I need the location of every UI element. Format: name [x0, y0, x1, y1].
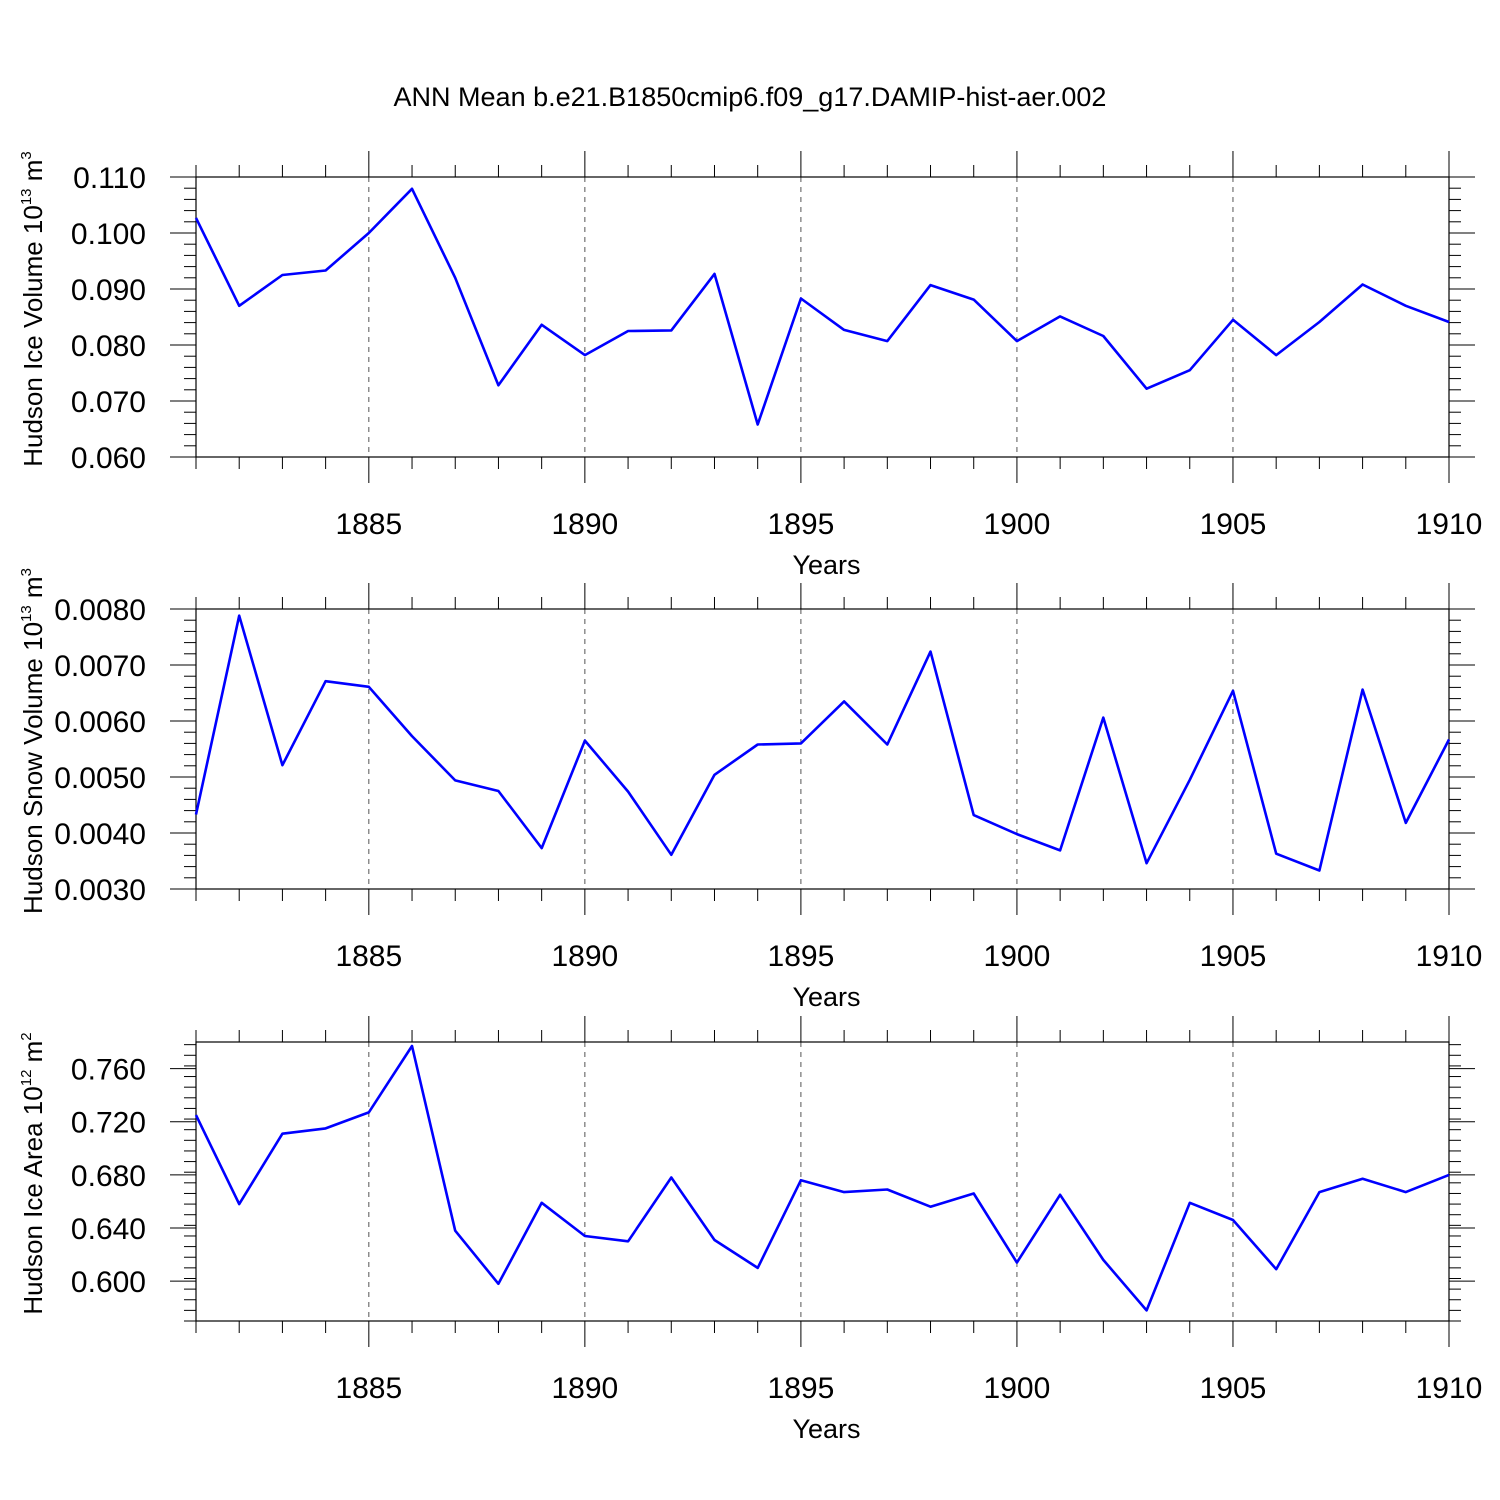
x-tick-label: 1895	[768, 1372, 835, 1405]
y-tick-label: 0.760	[71, 1054, 146, 1087]
x-tick-label: 1905	[1200, 940, 1267, 973]
y-tick-label: 0.640	[71, 1213, 146, 1246]
y-tick-label: 0.0030	[54, 874, 146, 907]
x-tick-label: 1910	[1416, 508, 1483, 541]
plot-frame	[195, 176, 1450, 458]
y-tick-label: 0.0070	[54, 650, 146, 683]
x-tick-label: 1895	[768, 940, 835, 973]
x-tick-label: 1890	[551, 508, 618, 541]
x-tick-label: 1890	[551, 1372, 618, 1405]
y-axis-label: Hudson Ice Area 1012 m2	[18, 1032, 48, 1314]
x-axis-label: Years	[792, 982, 860, 1012]
x-tick-label: 1895	[768, 508, 835, 541]
series-line	[194, 1044, 1450, 1312]
x-tick-label: 1900	[984, 1372, 1051, 1405]
panel-1: 1885 1890 1895 1900 1905 1910 0.060 0.070 0.080 0…	[18, 151, 1482, 580]
chart-title: ANN Mean b.e21.B1850cmip6.f09_g17.DAMIP-…	[394, 82, 1107, 112]
x-tick-label: 1910	[1416, 940, 1483, 973]
x-tick-label: 1905	[1200, 1372, 1267, 1405]
panel-3: 1885 1890 1895 1900 1905 1910 0.600 0.640 0.680 0…	[18, 1016, 1482, 1444]
x-tick-label: 1905	[1200, 508, 1267, 541]
y-axis-label: Hudson Ice Volume 1013 m3	[18, 151, 48, 467]
y-axis-label: Hudson Snow Volume 1013 m3	[18, 568, 48, 914]
y-tick-label: 0.720	[71, 1107, 146, 1140]
y-tick-label: 0.070	[71, 386, 146, 419]
x-axis-label: Years	[792, 1414, 860, 1444]
x-tick-label: 1910	[1416, 1372, 1483, 1405]
y-tick-label: 0.680	[71, 1160, 146, 1193]
series-line	[194, 187, 1450, 426]
series-line	[194, 614, 1451, 872]
x-tick-label: 1885	[335, 1372, 402, 1405]
x-tick-label: 1885	[335, 940, 402, 973]
panel-2: 1885 1890 1895 1900 1905 1910 0.0030 0.0040 0.00…	[18, 568, 1482, 1012]
x-tick-label: 1885	[335, 508, 402, 541]
plot-frame	[195, 1041, 1450, 1322]
panels: 1885 1890 1895 1900 1905 1910 0.060 0.070 0.080 0…	[18, 151, 1482, 1444]
y-tick-label: 0.0050	[54, 762, 146, 795]
y-tick-label: 0.100	[71, 218, 146, 251]
x-tick-label: 1890	[551, 940, 618, 973]
y-tick-label: 0.0040	[54, 818, 146, 851]
y-tick-label: 0.600	[71, 1266, 146, 1299]
y-tick-label: 0.060	[71, 442, 146, 475]
y-tick-label: 0.0060	[54, 706, 146, 739]
plot-frame	[195, 608, 1450, 890]
y-tick-label: 0.110	[73, 162, 146, 195]
x-axis-label: Years	[792, 550, 860, 580]
x-tick-label: 1900	[984, 508, 1051, 541]
y-tick-label: 0.080	[71, 330, 146, 363]
x-tick-label: 1900	[984, 940, 1051, 973]
y-tick-label: 0.0080	[54, 594, 146, 627]
y-tick-label: 0.090	[71, 274, 146, 307]
